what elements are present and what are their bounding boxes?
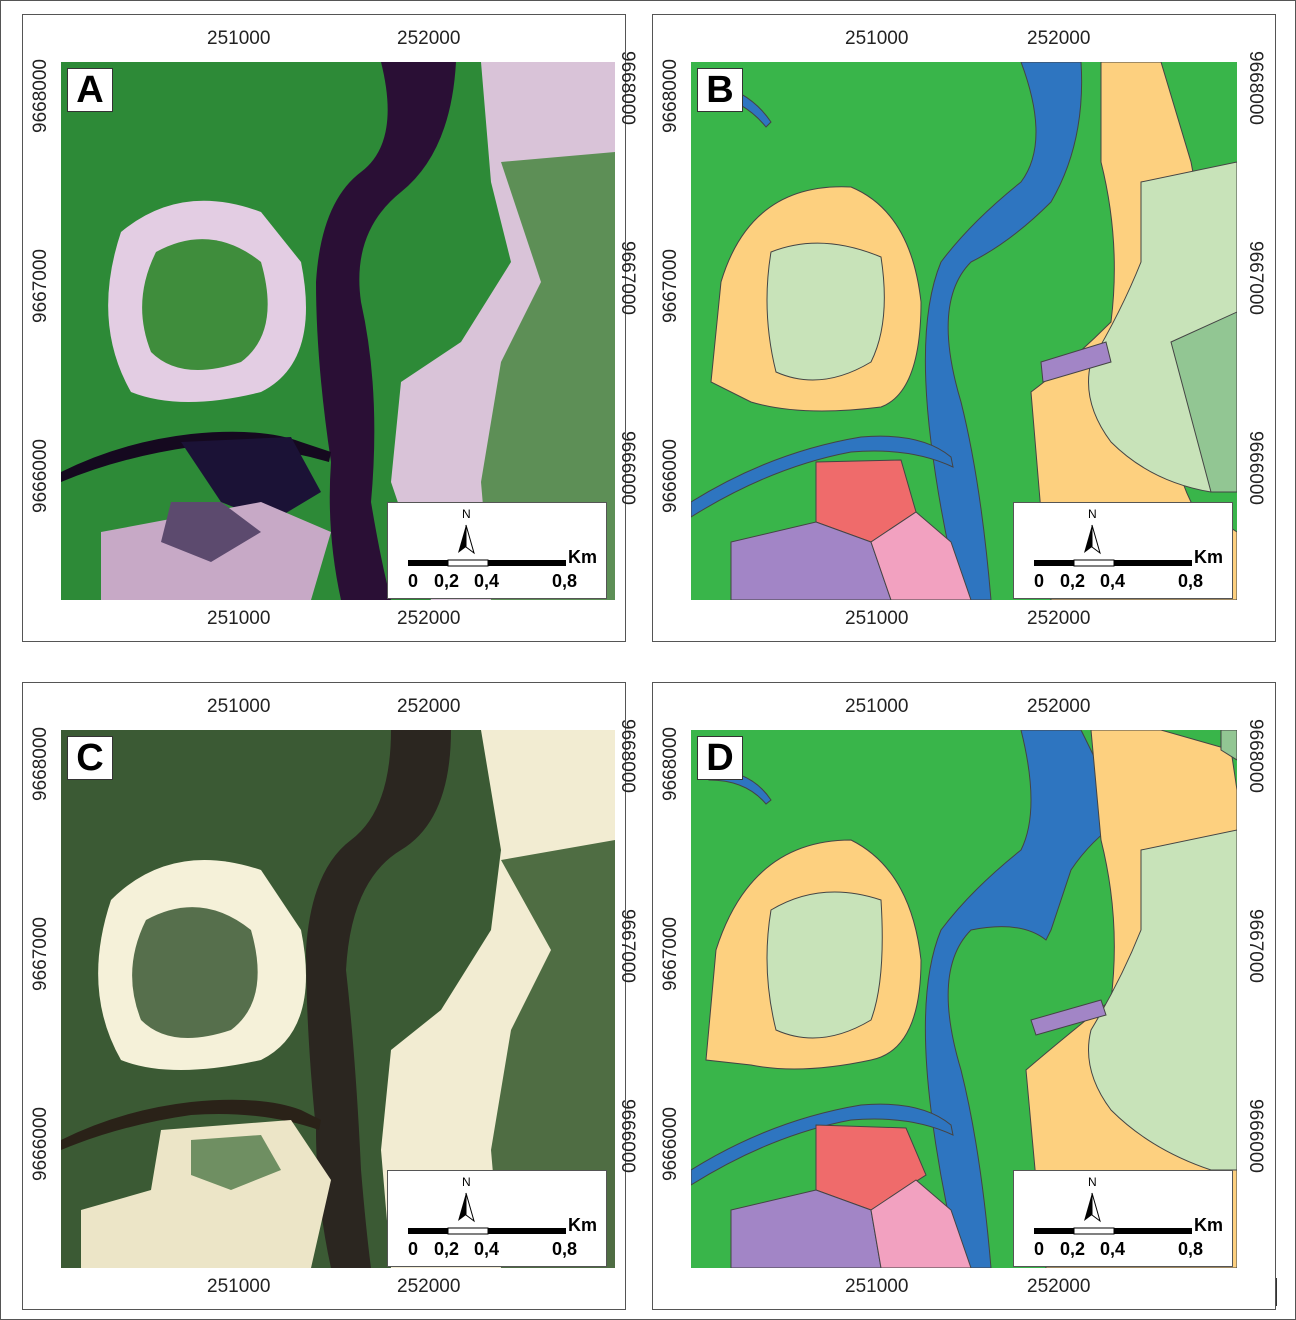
x-tick-bottom-1: 251000 — [845, 608, 909, 629]
scale-box: N Km 0 0,2 0,4 0,8 — [387, 1170, 607, 1267]
y-tick-right-1: 9668000 — [1245, 719, 1266, 793]
x-tick-top-2: 252000 — [1027, 696, 1091, 717]
x-tick-bottom-2: 252000 — [397, 608, 461, 629]
x-tick-bottom-2: 252000 — [397, 1276, 461, 1297]
x-tick-bottom-1: 251000 — [207, 608, 271, 629]
scale-label-08: 0,8 — [552, 1239, 578, 1259]
panel-d: 251000 252000 251000 252000 9668000 9667… — [652, 682, 1276, 1310]
scale-bar — [408, 1227, 566, 1235]
scale-label-08: 0,8 — [1178, 1239, 1204, 1259]
text-cursor — [1276, 1278, 1277, 1306]
panel-label: C — [67, 736, 113, 780]
scale-label-04: 0,4 — [1100, 571, 1126, 591]
y-tick-right-2: 9667000 — [617, 909, 638, 983]
scale-label-0: 0 — [1034, 571, 1045, 591]
classification-map-d: D N Km 0 0,2 0,4 0,8 — [691, 730, 1237, 1268]
north-label: N — [462, 1175, 471, 1189]
panel-label: D — [697, 736, 743, 780]
y-tick-right-3: 9666000 — [1245, 1099, 1266, 1173]
x-tick-top-1: 251000 — [207, 696, 271, 717]
scale-bar — [408, 559, 566, 567]
scale-unit: Km — [1194, 1215, 1224, 1235]
y-tick-left-1: 9668000 — [660, 727, 681, 801]
x-tick-bottom-1: 251000 — [207, 1276, 271, 1297]
scale-box: N Km 0 0,2 0,4 0,8 — [1013, 502, 1233, 599]
y-tick-left-3: 9666000 — [30, 439, 51, 513]
scale-label-02: 0,2 — [1060, 571, 1086, 591]
x-tick-top-2: 252000 — [397, 696, 461, 717]
scale-box: N Km 0 0,2 0,4 0,8 — [1013, 1170, 1233, 1267]
y-tick-left-3: 9666000 — [660, 1107, 681, 1181]
scale-label-0: 0 — [408, 571, 419, 591]
y-tick-left-1: 9668000 — [30, 59, 51, 133]
panel-c: 251000 252000 251000 252000 9668000 9667… — [22, 682, 638, 1310]
north-label: N — [462, 507, 471, 521]
panel-b: 251000 252000 251000 252000 9668000 9667… — [652, 14, 1276, 642]
scale-unit: Km — [568, 1215, 598, 1235]
y-tick-left-2: 9667000 — [30, 249, 51, 323]
y-tick-left-1: 9668000 — [30, 727, 51, 801]
satellite-image-c: C N Km 0 0,2 0,4 0,8 — [61, 730, 615, 1268]
scale-label-02: 0,2 — [434, 1239, 460, 1259]
north-arrow-icon — [1084, 1192, 1101, 1223]
scale-bar — [1034, 1227, 1192, 1235]
y-tick-right-1: 9668000 — [1245, 51, 1266, 125]
y-tick-right-1: 9668000 — [617, 719, 638, 793]
panel-label: A — [67, 68, 113, 112]
y-tick-left-3: 9666000 — [660, 439, 681, 513]
north-arrow-icon — [458, 1192, 475, 1223]
north-arrow-icon — [458, 524, 475, 555]
y-tick-right-3: 9666000 — [617, 431, 638, 505]
scale-label-08: 0,8 — [552, 571, 578, 591]
x-tick-top-2: 252000 — [1027, 28, 1091, 49]
x-tick-top-2: 252000 — [397, 28, 461, 49]
north-label: N — [1088, 1175, 1097, 1189]
x-tick-top-1: 251000 — [845, 696, 909, 717]
scale-label-04: 0,4 — [1100, 1239, 1126, 1259]
x-tick-top-1: 251000 — [207, 28, 271, 49]
scale-bar — [1034, 559, 1192, 567]
scale-label-04: 0,4 — [474, 571, 500, 591]
scale-label-04: 0,4 — [474, 1239, 500, 1259]
x-tick-bottom-1: 251000 — [845, 1276, 909, 1297]
y-tick-right-2: 9667000 — [1245, 909, 1266, 983]
y-tick-left-2: 9667000 — [30, 917, 51, 991]
scale-box: N Km 0 0,2 0,4 0,8 — [387, 502, 607, 599]
y-tick-left-2: 9667000 — [660, 917, 681, 991]
scale-unit: Km — [1194, 547, 1224, 567]
y-tick-right-3: 9666000 — [1245, 431, 1266, 505]
scale-unit: Km — [568, 547, 598, 567]
y-tick-right-2: 9667000 — [617, 241, 638, 315]
y-tick-left-2: 9667000 — [660, 249, 681, 323]
scale-label-02: 0,2 — [434, 571, 460, 591]
y-tick-right-2: 9667000 — [1245, 241, 1266, 315]
scale-label-02: 0,2 — [1060, 1239, 1086, 1259]
scale-label-08: 0,8 — [1178, 571, 1204, 591]
x-tick-top-1: 251000 — [845, 28, 909, 49]
y-tick-left-3: 9666000 — [30, 1107, 51, 1181]
north-label: N — [1088, 507, 1097, 521]
satellite-image-a: A N Km 0 0,2 0,4 0,8 — [61, 62, 615, 600]
scale-label-0: 0 — [1034, 1239, 1045, 1259]
x-tick-bottom-2: 252000 — [1027, 1276, 1091, 1297]
panel-label: B — [697, 68, 743, 112]
y-tick-left-1: 9668000 — [660, 59, 681, 133]
classification-map-b: B N Km 0 0,2 0,4 0,8 — [691, 62, 1237, 600]
y-tick-right-3: 9666000 — [617, 1099, 638, 1173]
north-arrow-icon — [1084, 524, 1101, 555]
scale-label-0: 0 — [408, 1239, 419, 1259]
y-tick-right-1: 9668000 — [617, 51, 638, 125]
x-tick-bottom-2: 252000 — [1027, 608, 1091, 629]
panel-a: 251000 252000 251000 252000 9668000 9667… — [22, 14, 638, 642]
